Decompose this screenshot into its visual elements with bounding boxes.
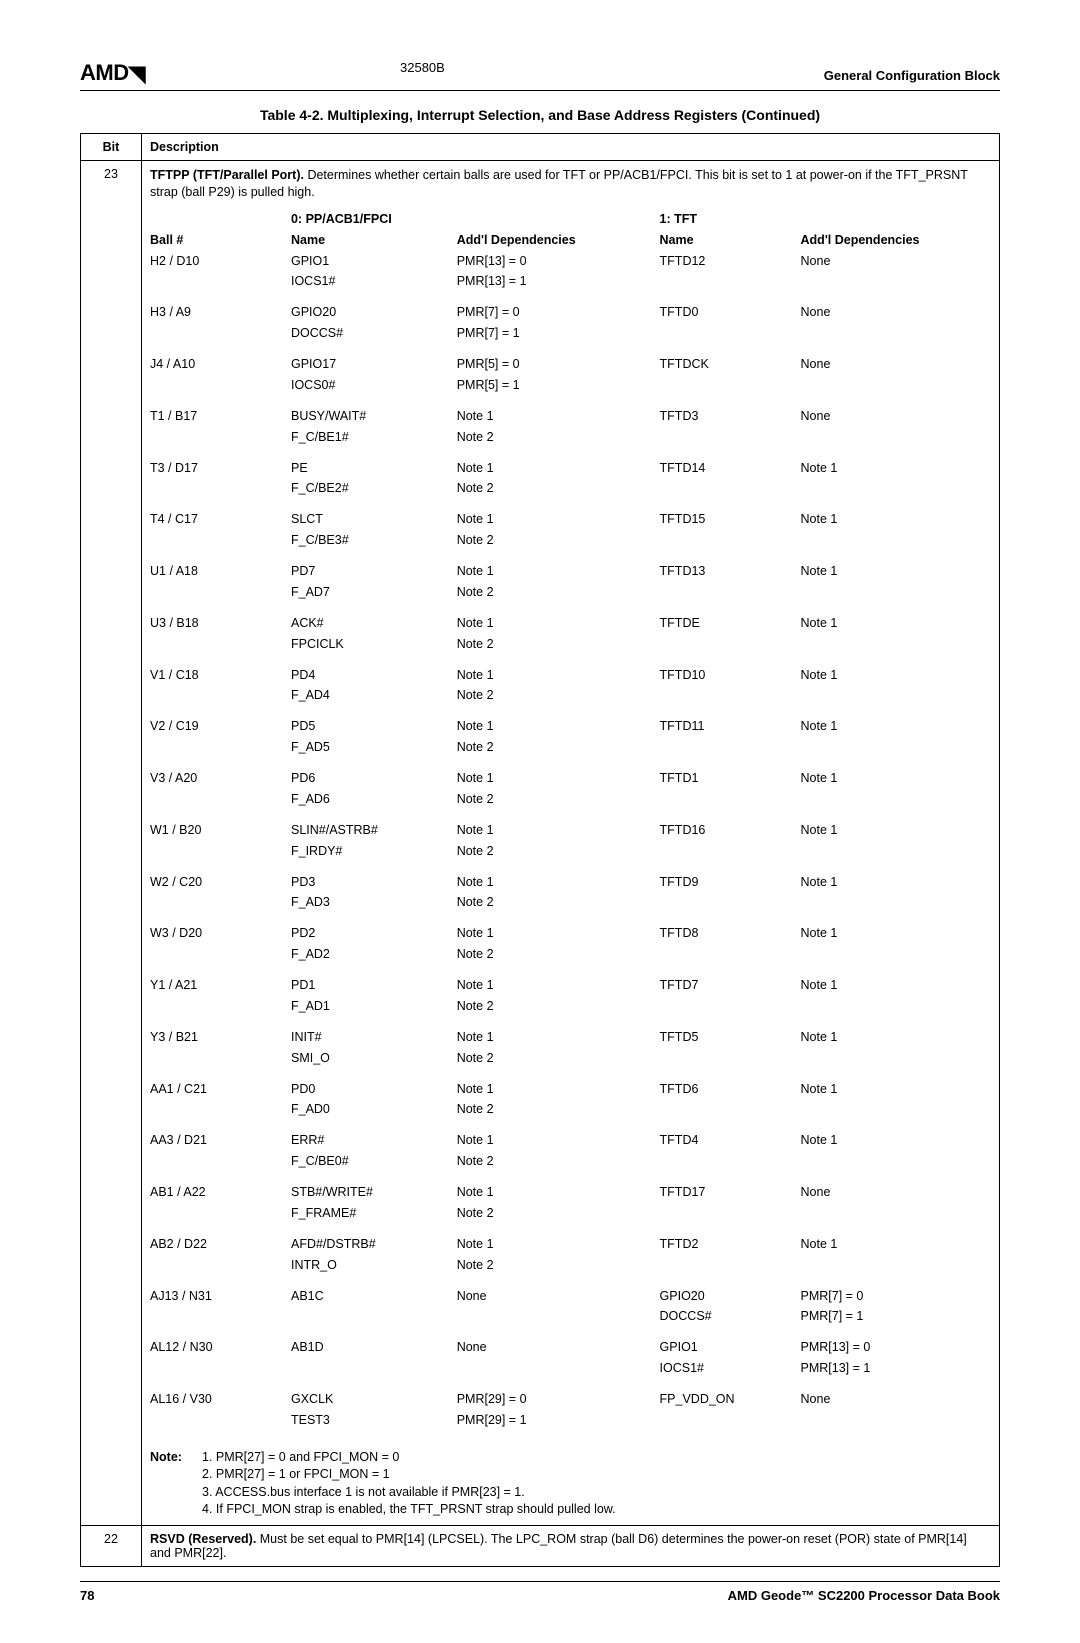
table-row: V3 / A20PD6Note 1TFTD1Note 1: [150, 768, 991, 789]
register-table: Bit Description 23 TFTPP (TFT/Parallel P…: [80, 133, 1000, 1567]
field-name: TFTPP (TFT/Parallel Port).: [150, 168, 304, 182]
table-row: T3 / D17PENote 1TFTD14Note 1: [150, 458, 991, 479]
field-name: RSVD (Reserved).: [150, 1532, 256, 1546]
table-row: V1 / C18PD4Note 1TFTD10Note 1: [150, 665, 991, 686]
table-row: IOCS1#PMR[13] = 1: [150, 1358, 991, 1379]
table-row: H2 / D10GPIO1PMR[13] = 0TFTD12None: [150, 251, 991, 272]
table-row: F_C/BE3#Note 2: [150, 530, 991, 551]
table-row: SMI_ONote 2: [150, 1048, 991, 1069]
table-row: AA3 / D21ERR#Note 1TFTD4Note 1: [150, 1130, 991, 1151]
col-header-description: Description: [142, 134, 1000, 161]
book-title: AMD Geode™ SC2200 Processor Data Book: [728, 1588, 1000, 1603]
table-row: F_AD2Note 2: [150, 944, 991, 965]
table-row: T4 / C17SLCTNote 1TFTD15Note 1: [150, 509, 991, 530]
table-row: J4 / A10GPIO17PMR[5] = 0TFTDCKNone: [150, 354, 991, 375]
table-row: INTR_ONote 2: [150, 1255, 991, 1276]
bit-number: 23: [81, 161, 142, 1526]
table-row: F_AD6Note 2: [150, 789, 991, 810]
note-item: 2. PMR[27] = 1 or FPCI_MON = 1: [202, 1466, 616, 1484]
table-row: F_IRDY#Note 2: [150, 841, 991, 862]
field-text: Must be set equal to PMR[14] (LPCSEL). T…: [150, 1532, 967, 1560]
table-row: FPCICLKNote 2: [150, 634, 991, 655]
col-header-bit: Bit: [81, 134, 142, 161]
table-row: IOCS0#PMR[5] = 1: [150, 375, 991, 396]
table-row: Y3 / B21INIT#Note 1TFTD5Note 1: [150, 1027, 991, 1048]
table-row: F_C/BE0#Note 2: [150, 1151, 991, 1172]
table-row: AJ13 / N31AB1CNoneGPIO20PMR[7] = 0: [150, 1286, 991, 1307]
table-row: F_AD7Note 2: [150, 582, 991, 603]
table-row: AB2 / D22AFD#/DSTRB#Note 1TFTD2Note 1: [150, 1234, 991, 1255]
note-item: 3. ACCESS.bus interface 1 is not availab…: [202, 1484, 616, 1502]
table-row: AB1 / A22STB#/WRITE#Note 1TFTD17None: [150, 1182, 991, 1203]
col-dep0: Add'l Dependencies: [457, 230, 660, 251]
bit-23-description: TFTPP (TFT/Parallel Port). Determines wh…: [142, 161, 1000, 1526]
table-row: F_C/BE1#Note 2: [150, 427, 991, 448]
bit-22-description: RSVD (Reserved). Must be set equal to PM…: [142, 1525, 1000, 1566]
table-row: IOCS1#PMR[13] = 1: [150, 271, 991, 292]
col-ball: Ball #: [150, 209, 291, 251]
col-mode1: 1: TFT: [660, 209, 801, 230]
doc-number: 32580B: [400, 60, 445, 75]
col-name1: Name: [660, 230, 801, 251]
bit-number: 22: [81, 1525, 142, 1566]
section-title: General Configuration Block: [824, 68, 1000, 83]
amd-logo: AMD◤: [80, 60, 145, 86]
page-number: 78: [80, 1588, 94, 1603]
notes-block: Note: 1. PMR[27] = 0 and FPCI_MON = 02. …: [150, 1449, 991, 1519]
mux-table: Ball # 0: PP/ACB1/FPCI 1: TFT Name Add'l…: [150, 209, 991, 1441]
table-row: F_AD5Note 2: [150, 737, 991, 758]
table-row: TEST3PMR[29] = 1: [150, 1410, 991, 1431]
note-item: 4. If FPCI_MON strap is enabled, the TFT…: [202, 1501, 616, 1519]
table-title: Table 4-2. Multiplexing, Interrupt Selec…: [80, 107, 1000, 123]
table-row: F_C/BE2#Note 2: [150, 478, 991, 499]
table-row: DOCCS#PMR[7] = 1: [150, 1306, 991, 1327]
col-dep1: Add'l Dependencies: [801, 230, 991, 251]
table-row: Y1 / A21PD1Note 1TFTD7Note 1: [150, 975, 991, 996]
table-row: U3 / B18ACK#Note 1TFTDENote 1: [150, 613, 991, 634]
table-row: T1 / B17BUSY/WAIT#Note 1TFTD3None: [150, 406, 991, 427]
table-row: F_AD3Note 2: [150, 892, 991, 913]
table-row: AL16 / V30GXCLKPMR[29] = 0FP_VDD_ONNone: [150, 1389, 991, 1410]
table-row: AA1 / C21PD0Note 1TFTD6Note 1: [150, 1079, 991, 1100]
table-row: H3 / A9GPIO20PMR[7] = 0TFTD0None: [150, 302, 991, 323]
table-row: F_AD1Note 2: [150, 996, 991, 1017]
col-mode0: 0: PP/ACB1/FPCI: [291, 209, 457, 230]
table-row: U1 / A18PD7Note 1TFTD13Note 1: [150, 561, 991, 582]
table-row: AL12 / N30AB1DNoneGPIO1PMR[13] = 0: [150, 1337, 991, 1358]
col-name0: Name: [291, 230, 457, 251]
table-row: W1 / B20SLIN#/ASTRB#Note 1TFTD16Note 1: [150, 820, 991, 841]
table-row: W2 / C20PD3Note 1TFTD9Note 1: [150, 872, 991, 893]
note-label: Note:: [150, 1449, 202, 1519]
page-footer: 78 AMD Geode™ SC2200 Processor Data Book: [80, 1581, 1000, 1603]
table-row: F_AD4Note 2: [150, 685, 991, 706]
table-row: F_FRAME#Note 2: [150, 1203, 991, 1224]
table-row: W3 / D20PD2Note 1TFTD8Note 1: [150, 923, 991, 944]
table-row: DOCCS#PMR[7] = 1: [150, 323, 991, 344]
note-item: 1. PMR[27] = 0 and FPCI_MON = 0: [202, 1449, 616, 1467]
page-header: AMD◤ 32580B General Configuration Block: [80, 60, 1000, 91]
table-row: F_AD0Note 2: [150, 1099, 991, 1120]
table-row: V2 / C19PD5Note 1TFTD11Note 1: [150, 716, 991, 737]
